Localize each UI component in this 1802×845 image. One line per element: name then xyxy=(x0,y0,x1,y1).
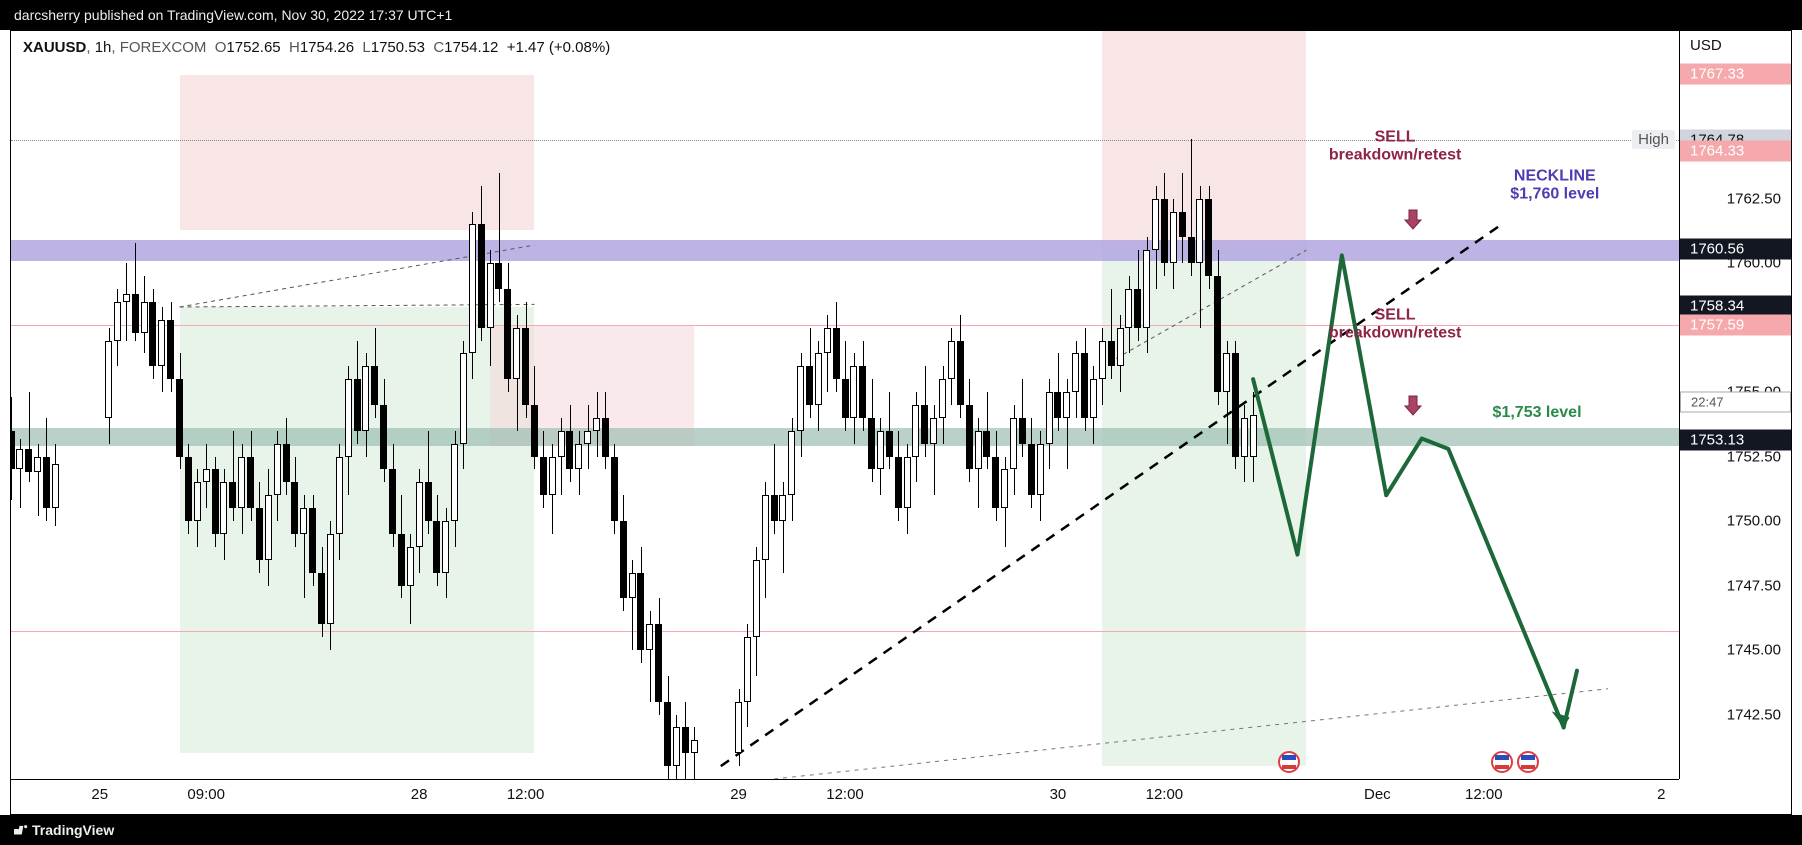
x-tick: 2 xyxy=(1657,786,1665,803)
x-tick: 25 xyxy=(91,786,108,803)
symbol-info: XAUUSD, 1h, FOREXCOM O1752.65 H1754.26 L… xyxy=(23,39,610,56)
c: 1754.12 xyxy=(444,39,498,56)
price-label: 1760.56 xyxy=(1680,238,1791,259)
price-label: 1757.59 xyxy=(1680,315,1791,336)
symbol: XAUUSD xyxy=(23,39,86,56)
y-tick: 1762.50 xyxy=(1727,190,1781,207)
x-tick: 09:00 xyxy=(187,786,225,803)
publish-header: darcsherry published on TradingView.com,… xyxy=(0,0,1802,30)
econ-event-icon[interactable] xyxy=(1491,751,1513,773)
x-tick: Dec xyxy=(1364,786,1391,803)
chart-annotation: $1,753 level xyxy=(1493,404,1582,422)
y-tick: 1745.00 xyxy=(1727,642,1781,659)
x-tick: 12:00 xyxy=(826,786,864,803)
y-tick: 1742.50 xyxy=(1727,706,1781,723)
x-tick: 12:00 xyxy=(507,786,545,803)
footer-brand: TradingView xyxy=(32,822,114,838)
x-tick: 12:00 xyxy=(1465,786,1503,803)
o: 1752.65 xyxy=(226,39,280,56)
y-axis-unit: USD xyxy=(1690,37,1722,54)
chart-annotation: SELLbreakdown/retest xyxy=(1329,307,1461,344)
exchange: FOREXCOM xyxy=(120,39,207,56)
price-label: 1753.13 xyxy=(1680,430,1791,451)
price-label: 1758.34 xyxy=(1680,295,1791,316)
chart-wrap: XAUUSD, 1h, FOREXCOM O1752.65 H1754.26 L… xyxy=(10,30,1792,815)
chg: +1.47 xyxy=(507,39,545,56)
x-tick: 29 xyxy=(730,786,747,803)
price-label: 1764.33 xyxy=(1680,141,1791,162)
tradingview-logo-icon xyxy=(14,822,28,839)
bar-countdown: 22:47 xyxy=(1680,392,1791,413)
app-frame: darcsherry published on TradingView.com,… xyxy=(0,0,1802,845)
chart-annotation: NECKLINE$1,760 level xyxy=(1510,167,1599,204)
price-high-tag: High xyxy=(1632,130,1675,149)
y-axis[interactable]: USD 1762.501760.001757.501755.001752.501… xyxy=(1679,31,1791,779)
x-tick: 12:00 xyxy=(1146,786,1184,803)
chgpct: +0.08% xyxy=(554,39,605,56)
footer: TradingView xyxy=(0,815,1802,845)
y-tick: 1750.00 xyxy=(1727,513,1781,530)
l: 1750.53 xyxy=(371,39,425,56)
down-arrow-icon xyxy=(1403,394,1423,422)
h: 1754.26 xyxy=(300,39,354,56)
chart-annotation: SELLbreakdown/retest xyxy=(1329,129,1461,166)
price-label: 1767.33 xyxy=(1680,64,1791,85)
down-arrow-icon xyxy=(1403,208,1423,236)
econ-event-icon[interactable] xyxy=(1278,751,1300,773)
econ-event-icon[interactable] xyxy=(1517,751,1539,773)
x-tick: 28 xyxy=(411,786,428,803)
publish-header-text: darcsherry published on TradingView.com,… xyxy=(14,7,452,23)
chart-plot-area[interactable]: SELLbreakdown/retest SELLbreakdown/retest… xyxy=(11,31,1679,779)
tf: 1h xyxy=(95,39,112,56)
y-tick: 1747.50 xyxy=(1727,577,1781,594)
x-tick: 30 xyxy=(1050,786,1067,803)
x-axis[interactable]: 25 09:00 28 12:00 29 12:00 30 12:00 Dec 12:00 2 xyxy=(11,779,1679,814)
